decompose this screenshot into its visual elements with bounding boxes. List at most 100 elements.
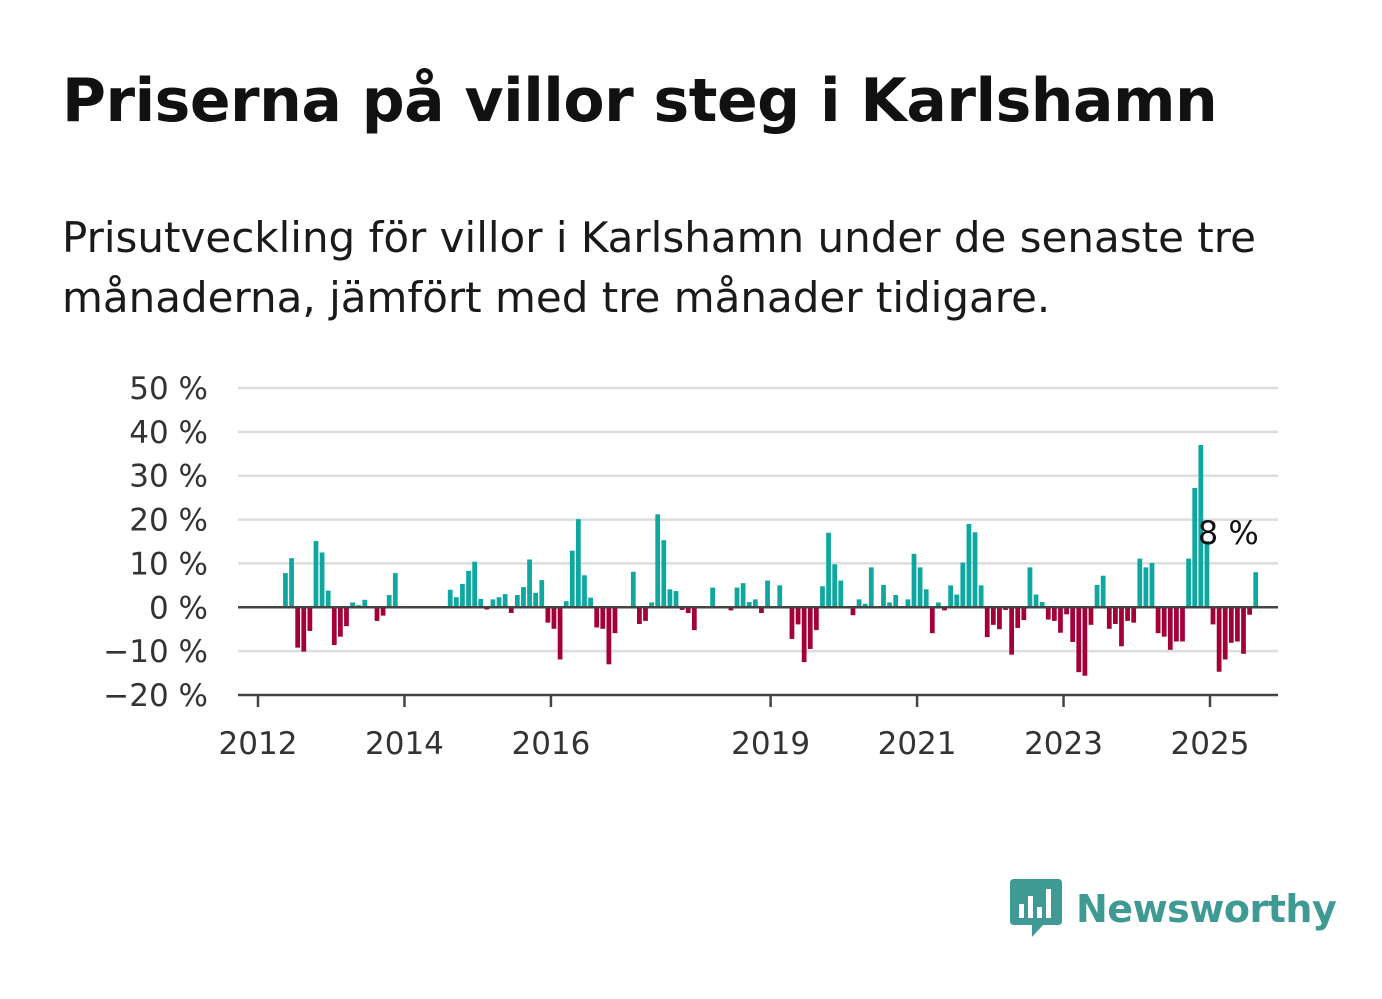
grid-lines: [238, 386, 1278, 653]
bar: [972, 532, 978, 608]
x-axis-ticks: 2012 2014 2016 2019 2021 2023 2025: [219, 695, 1249, 762]
bar: [1003, 607, 1008, 610]
bar: [667, 589, 673, 608]
bar: [856, 599, 862, 608]
bar: [514, 595, 520, 608]
bar: [1076, 607, 1082, 673]
bar: [813, 607, 819, 631]
bar: [551, 607, 557, 629]
bar: [1064, 607, 1069, 615]
bar: [496, 597, 502, 608]
bar: [740, 583, 746, 608]
bar: [862, 603, 868, 608]
bar: [1094, 584, 1100, 608]
x-tick-label: 2019: [731, 726, 810, 762]
bar: [386, 595, 392, 608]
bar: [289, 558, 294, 608]
bar: [1174, 607, 1179, 642]
bar: [344, 607, 349, 627]
bar: [1210, 607, 1216, 625]
bar: [948, 585, 953, 608]
bar: [759, 607, 764, 613]
bar: [307, 607, 313, 631]
bar: [832, 564, 838, 608]
bar: [362, 599, 368, 608]
bar: [338, 607, 343, 637]
bar: [881, 584, 886, 608]
bar: [850, 607, 856, 616]
bar: [533, 592, 539, 608]
bar: [1106, 607, 1112, 629]
bar: [997, 607, 1002, 630]
y-tick-label: −10 %: [103, 634, 208, 670]
y-tick-label: 50 %: [129, 371, 208, 407]
bar: [588, 597, 593, 608]
bar: [472, 561, 478, 608]
bar: [283, 573, 288, 608]
bar: [380, 607, 386, 616]
bar: [661, 540, 667, 608]
bar: [752, 599, 758, 608]
x-tick-label: 2023: [1024, 726, 1103, 762]
bar: [1149, 562, 1155, 608]
x-tick-label: 2012: [219, 726, 298, 762]
bar: [1070, 607, 1076, 642]
bar: [1045, 607, 1051, 620]
bar: [313, 541, 319, 608]
bar: [1167, 607, 1173, 650]
newsworthy-logo: Newsworthy: [1010, 879, 1337, 939]
bar: [582, 575, 587, 608]
bar: [1222, 607, 1228, 660]
bar: [1039, 602, 1045, 608]
bar: [1204, 541, 1210, 608]
bar: [295, 607, 301, 648]
bar: [807, 607, 813, 649]
chart-subtitle: Prisutveckling för villor i Karlshamn un…: [62, 213, 1256, 322]
bar: [563, 601, 569, 608]
bar: [594, 607, 600, 628]
bar: [575, 519, 581, 608]
bar: [508, 607, 514, 613]
bar: [1088, 607, 1094, 625]
bar: [1186, 558, 1191, 608]
bar: [1228, 607, 1234, 643]
bar: [691, 607, 697, 631]
bar: [490, 599, 496, 608]
y-tick-label: −20 %: [103, 678, 208, 714]
bar: [820, 586, 825, 608]
bar: [887, 602, 892, 608]
bar: [1155, 607, 1161, 634]
bar: [1235, 607, 1240, 642]
bar: [960, 562, 966, 608]
bar: [1143, 567, 1149, 608]
bar: [1161, 607, 1167, 637]
bar: [679, 607, 685, 610]
bar: [1100, 575, 1106, 608]
bar: [795, 607, 801, 625]
bar: [990, 607, 996, 625]
y-tick-label: 0 %: [149, 590, 208, 626]
bar: [1180, 607, 1185, 642]
bar: [746, 602, 752, 608]
y-tick-label: 30 %: [129, 459, 208, 495]
bar: [1113, 607, 1118, 624]
bar: [557, 607, 563, 660]
bar: [637, 607, 642, 624]
bar: [1192, 487, 1198, 608]
bars: [283, 445, 1259, 676]
bar: [1216, 607, 1222, 672]
bar: [521, 587, 526, 608]
bar: [1027, 567, 1033, 608]
bar: [466, 570, 471, 608]
bar: [502, 594, 508, 608]
bar: [954, 594, 960, 608]
bar: [984, 607, 990, 638]
bar: [1021, 607, 1027, 621]
bar: [966, 523, 972, 608]
bar: [826, 532, 831, 608]
bar: [569, 550, 575, 608]
bar: [838, 580, 844, 608]
bar-chart-speech-bubble-icon: [1010, 879, 1062, 937]
y-tick-label: 20 %: [129, 503, 208, 539]
